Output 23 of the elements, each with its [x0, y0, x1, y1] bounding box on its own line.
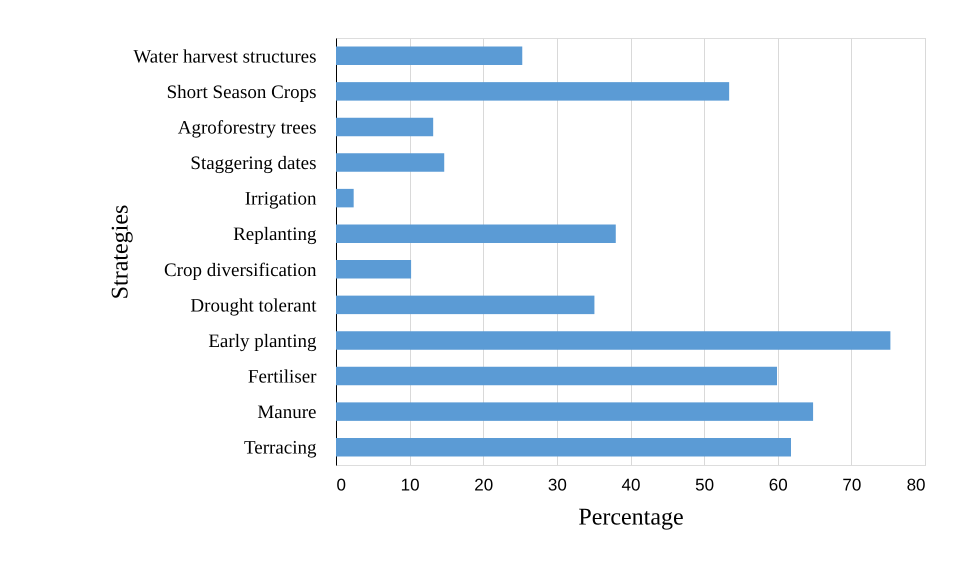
y-axis-title: Strategies [108, 204, 134, 300]
y-tick-label: Early planting [208, 330, 317, 352]
y-tick-label: Crop diversification [164, 260, 317, 281]
y-tick-label: Fertiliser [248, 366, 318, 388]
x-axis-title: Percentage [578, 504, 684, 530]
y-tick-label: Agroforestry trees [178, 117, 316, 138]
x-tick-label: 20 [474, 476, 494, 494]
x-tick-label: 0 [336, 476, 346, 494]
x-tick-label: 50 [695, 476, 714, 494]
y-tick-label: Terracing [244, 438, 317, 459]
x-tick-label: 80 [906, 476, 926, 494]
x-tick-label: 10 [400, 476, 420, 494]
y-tick-label: Replanting [233, 224, 317, 246]
x-tick-label: 70 [842, 476, 862, 494]
y-tick-label: Drought tolerant [190, 295, 318, 316]
y-tick-label: Staggering dates [190, 153, 316, 174]
y-tick-label: Irrigation [244, 188, 317, 210]
y-tick-label: Water harvest structures [133, 46, 316, 68]
x-tick-label: 60 [768, 476, 788, 494]
x-tick-label: 30 [548, 476, 567, 494]
y-tick-label: Short Season Crops [166, 82, 316, 103]
y-tick-label: Manure [257, 402, 316, 424]
x-tick-label: 40 [622, 476, 640, 494]
